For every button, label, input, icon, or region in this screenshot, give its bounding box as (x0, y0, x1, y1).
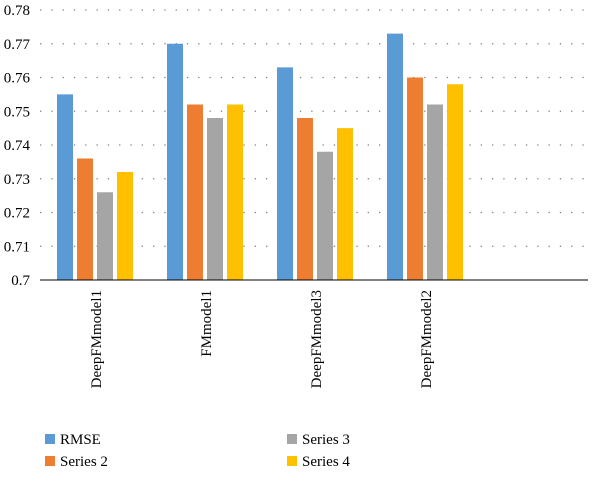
category-label-fmmodel1: FMmodel1 (199, 290, 215, 357)
legend-swatch (287, 456, 297, 466)
y-tick-label: 0.75 (4, 104, 30, 120)
y-tick-label: 0.77 (4, 37, 31, 53)
y-tick-label: 0.7 (11, 273, 30, 289)
bar-series-3-deepfmmodel2 (427, 104, 443, 280)
bar-series-2-deepfmmodel3 (297, 118, 313, 280)
legend-label: Series 3 (302, 432, 350, 448)
category-label-deepfmmodel2: DeepFMmodel2 (419, 290, 435, 388)
bar-series-2-fmmodel1 (187, 104, 203, 280)
legend-swatch (45, 456, 55, 466)
category-labels: DeepFMmodel1 FMmodel1 DeepFMmodel3 DeepFMmo… (89, 290, 435, 388)
bar-series-4-deepfmmodel3 (337, 128, 353, 280)
category-label-deepfmmodel1: DeepFMmodel1 (89, 290, 105, 388)
bar-series-3-fmmodel1 (207, 118, 223, 280)
legend: RMSE Series 2 Series 3 Series 4 (45, 432, 350, 470)
legend-item-series-3: Series 3 (287, 432, 350, 448)
y-tick-label: 0.74 (4, 138, 31, 154)
bar-rmse-fmmodel1 (167, 43, 183, 280)
bar-series-4-deepfmmodel2 (447, 84, 463, 280)
bar-series-3-deepfmmodel1 (97, 192, 113, 280)
bar-series-3-deepfmmodel3 (317, 151, 333, 280)
y-tick-label: 0.71 (4, 239, 30, 255)
bars (57, 33, 463, 280)
bar-rmse-deepfmmodel2 (387, 33, 403, 280)
legend-item-rmse: RMSE (45, 432, 101, 448)
legend-label: RMSE (60, 432, 101, 448)
category-label-deepfmmodel3: DeepFMmodel3 (309, 290, 325, 388)
legend-item-series-4: Series 4 (287, 454, 350, 470)
legend-label: Series 4 (302, 454, 350, 470)
bar-series-4-deepfmmodel1 (117, 172, 133, 280)
bar-series-2-deepfmmodel2 (407, 77, 423, 280)
y-tick-label: 0.76 (4, 71, 31, 87)
bar-rmse-deepfmmodel1 (57, 94, 73, 280)
legend-swatch (287, 434, 297, 444)
y-axis-ticks: 0.7 0.71 0.72 0.73 0.74 0.75 0.76 0.77 0.78 (4, 3, 31, 289)
y-tick-label: 0.78 (4, 3, 30, 19)
legend-label: Series 2 (60, 454, 108, 470)
legend-swatch (45, 434, 55, 444)
legend-item-series-2: Series 2 (45, 454, 108, 470)
y-tick-label: 0.73 (4, 172, 30, 188)
bar-series-2-deepfmmodel1 (77, 158, 93, 280)
y-tick-label: 0.72 (4, 206, 30, 222)
bar-series-4-fmmodel1 (227, 104, 243, 280)
bar-rmse-deepfmmodel3 (277, 67, 293, 280)
